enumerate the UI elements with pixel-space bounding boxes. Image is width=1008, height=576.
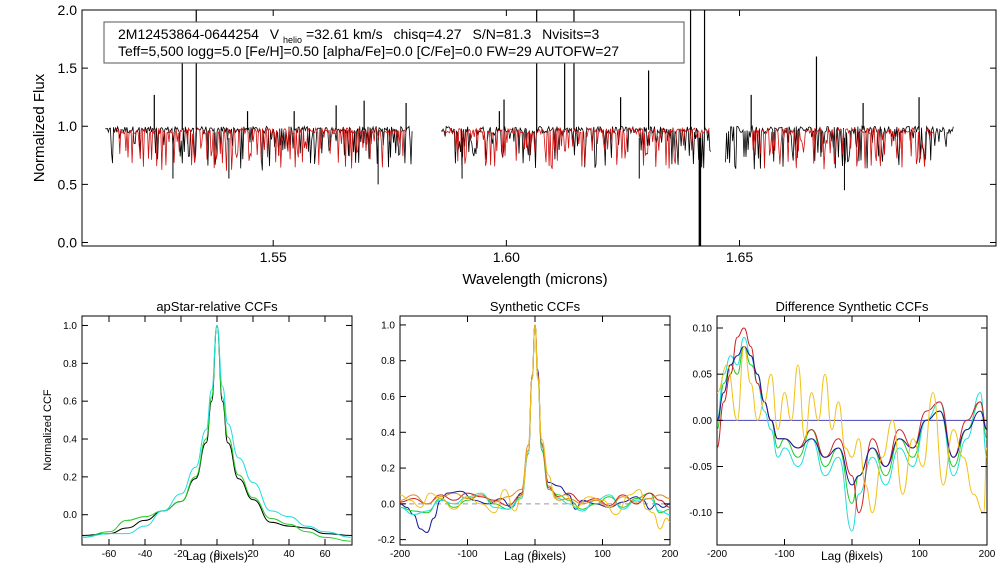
observed-spectrum-line [440, 125, 712, 169]
info-line-2: Teff=5,500 logg=5.0 [Fe/H]=0.50 [alpha/F… [118, 43, 619, 59]
apstar-series-green [82, 324, 352, 542]
synthetic-y-tick-label: 0.0 [381, 499, 395, 510]
synthetic-y-tick-label: 0.2 [381, 464, 395, 475]
synthetic-y-tick-label: 0.8 [381, 356, 395, 367]
apstar-ccf-panel: -60 -40 -20 0 20 40 60 0.0 0.2 0.4 0.6 0.8 1.0 apSta… [42, 299, 353, 563]
apstar-x-tick-label: -20 [174, 549, 189, 560]
apstar-x-tick-label: -60 [102, 549, 117, 560]
difference-x-tick-label: 200 [979, 549, 996, 560]
apstar-y-label: Normalized CCF [42, 389, 54, 471]
synthetic-series-orange [400, 324, 670, 508]
spectrum-frame [81, 9, 997, 247]
difference-series-green [717, 345, 987, 504]
synthetic-y-tick-label: 0.4 [381, 428, 395, 439]
difference-series-navy [717, 345, 987, 486]
nvisits-value: Nvisits=3 [542, 26, 599, 42]
model-spectrum-line [750, 126, 934, 170]
synthetic-y-tick-label: 1.0 [381, 320, 395, 331]
apstar-x-tick-label: 0 [214, 549, 220, 560]
vhelio-value: =32.61 km/s [306, 26, 383, 42]
synthetic-x-tick-label: 100 [594, 549, 611, 560]
apstar-y-tick-label: 0.4 [63, 435, 77, 446]
synthetic-x-tick-label: 0 [532, 549, 538, 560]
spectrum-panel: 1.55 1.60 1.65 0.0 0.5 1.0 1.5 2.0 2M12453864-0… [31, 2, 997, 288]
apstar-x-label: Lag (pixels) [186, 549, 248, 563]
apstar-x-tick-label: -40 [138, 549, 153, 560]
apstar-x-tick-label: 40 [283, 549, 295, 560]
spectrum-y-tick-label: 2.0 [58, 2, 78, 18]
synthetic-series-gold [400, 324, 670, 530]
spectrum-x-tick-label: 1.60 [493, 249, 520, 265]
vhelio-subscript: helio [283, 35, 302, 45]
difference-y-tick-label: 0.00 [693, 416, 713, 427]
synthetic-plot-area [400, 324, 670, 534]
spectrum-y-tick-label: 0.5 [58, 176, 78, 192]
apstar-x-tick-label: 60 [319, 549, 331, 560]
model-spectrum-line [114, 126, 407, 171]
apstar-y-tick-label: 1.0 [63, 321, 77, 332]
synthetic-x-tick-label: 200 [662, 549, 679, 560]
apstar-y-tick-label: 0.6 [63, 397, 77, 408]
synthetic-series-green [400, 324, 670, 514]
spectrum-y-tick-label: 1.0 [58, 118, 78, 134]
info-box [103, 21, 685, 64]
synthetic-frame [399, 315, 671, 546]
vhelio-prefix: V [270, 26, 280, 42]
difference-axes: -200 -100 0 100 200 -0.10 -0.05 0.00 0.05 0.10 [689, 316, 996, 560]
apstar-axes: -60 -40 -20 0 20 40 60 0.0 0.2 0.4 0.6 0.8 1.0 [63, 316, 352, 560]
difference-y-tick-label: 0.05 [693, 370, 713, 381]
spectrum-x-label: Wavelength (microns) [462, 271, 607, 288]
difference-x-label: Lag (pixels) [821, 549, 883, 563]
difference-title: Difference Synthetic CCFs [776, 299, 929, 314]
difference-y-tick-label: -0.10 [689, 508, 712, 519]
apstar-title: apStar-relative CCFs [156, 299, 278, 314]
chisq-value: chisq=4.27 [393, 26, 461, 42]
spectrum-x-tick-label: 1.65 [726, 249, 753, 265]
difference-y-tick-label: 0.10 [693, 324, 713, 335]
synthetic-y-tick-label: 0.6 [381, 392, 395, 403]
apstar-series-black [82, 324, 352, 536]
spectrum-x-tick-label: 1.55 [260, 249, 287, 265]
difference-x-tick-label: 0 [849, 549, 855, 560]
synthetic-x-tick-label: -100 [457, 549, 477, 560]
apstar-series-cyan [82, 324, 352, 538]
apstar-y-tick-label: 0.2 [63, 472, 77, 483]
difference-x-tick-label: -100 [774, 549, 794, 560]
apstar-x-tick-label: 20 [247, 549, 259, 560]
difference-ccf-panel: -200 -100 0 100 200 -0.10 -0.05 0.00 0.05 0.10 Di… [689, 299, 996, 563]
spectrum-y-label: Normalized Flux [31, 73, 48, 182]
info-line-1: 2M12453864-0644254 V helio =32.61 km/s c… [118, 26, 600, 46]
apstar-plot-area [82, 324, 352, 542]
synthetic-series-navy [400, 324, 670, 534]
synthetic-y-tick-label: -0.2 [378, 535, 396, 546]
spectrum-axes: 1.55 1.60 1.65 0.0 0.5 1.0 1.5 2.0 [58, 2, 996, 265]
model-spectrum-line [443, 126, 710, 170]
difference-y-tick-label: -0.05 [689, 462, 712, 473]
spectrum-y-tick-label: 0.0 [58, 234, 78, 250]
synthetic-ccf-panel: -200 -100 0 100 200 -0.2 0.0 0.2 0.4 0.6 0.8 1.0 Sy… [378, 299, 679, 563]
apstar-y-tick-label: 0.0 [63, 510, 77, 521]
synthetic-x-label: Lag (pixels) [504, 549, 566, 563]
difference-plot-area [717, 327, 987, 532]
difference-series-gold [717, 345, 987, 514]
snr-value: S/N=81.3 [472, 26, 531, 42]
apstar-y-tick-label: 0.8 [63, 359, 77, 370]
synthetic-x-tick-label: -200 [390, 549, 410, 560]
synthetic-axes: -200 -100 0 100 200 -0.2 0.0 0.2 0.4 0.6 0.8 1.0 [378, 316, 679, 560]
star-id: 2M12453864-0644254 [118, 26, 259, 42]
difference-x-tick-label: 100 [911, 549, 928, 560]
synthetic-series-cyan [400, 324, 670, 516]
apstar-frame [81, 315, 353, 546]
difference-x-tick-label: -200 [707, 549, 727, 560]
spectrum-y-tick-label: 1.5 [58, 60, 78, 76]
synthetic-series-red [400, 324, 670, 508]
synthetic-title: Synthetic CCFs [490, 299, 581, 314]
